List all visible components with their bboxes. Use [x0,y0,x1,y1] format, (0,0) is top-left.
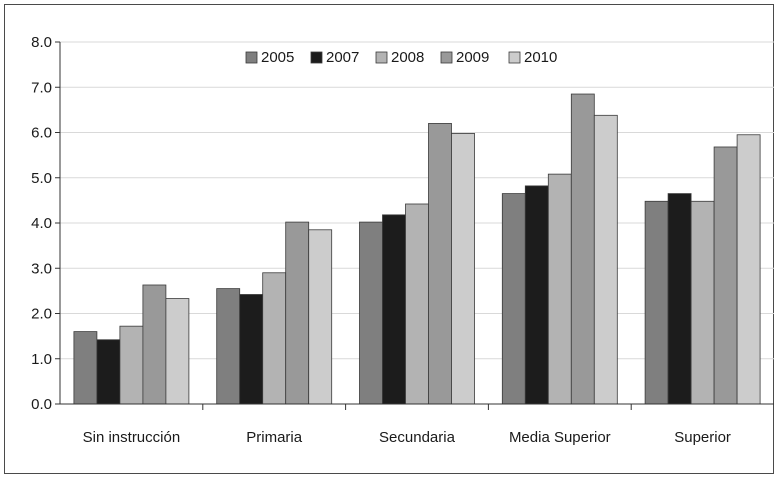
bar-2005-0 [73,331,98,405]
bar-2007-1 [239,294,264,405]
bar-2010-3 [593,114,618,405]
bar-2009-1 [285,221,310,405]
bar-2007-3 [524,185,549,405]
x-tick-label: Sin instrucción [83,429,181,446]
bar-2005-4 [644,200,669,405]
bar-2008-4 [690,200,715,405]
bars [73,93,761,405]
legend-swatch-2009 [440,51,453,64]
y-tick-label: 8.0 [31,34,52,51]
bar-2005-1 [216,288,241,405]
bar-2007-0 [96,339,121,405]
bar-2010-2 [451,133,475,405]
bar-2008-2 [405,203,429,405]
bar-2005-3 [501,193,526,405]
bar-2009-3 [570,93,595,405]
bar-2010-0 [165,298,190,405]
bar-2008-1 [262,272,287,405]
bar-2010-4 [736,134,761,405]
y-tick-label: 6.0 [31,125,52,142]
legend-swatch-2007 [310,51,323,64]
y-tick-label: 3.0 [31,260,52,277]
legend-label-2005: 2005 [261,49,294,66]
legend-label-2009: 2009 [456,49,489,66]
bar-2007-2 [382,214,406,405]
bar-2009-2 [428,123,452,405]
x-tick-label: Secundaria [379,429,456,446]
legend-label-2010: 2010 [524,49,557,66]
bar-2009-4 [713,146,738,405]
y-tick-label: 2.0 [31,306,52,323]
y-tick-label: 4.0 [31,215,52,232]
legend-label-2007: 2007 [326,49,359,66]
bar-2010-1 [308,229,333,405]
x-tick-label: Primaria [246,429,302,446]
x-tick-label: Media Superior [509,429,611,446]
bar-2009-0 [142,284,167,405]
y-tick-label: 5.0 [31,170,52,187]
y-tick-label: 1.0 [31,351,52,368]
legend-swatch-2008 [375,51,388,64]
bar-2005-2 [359,221,383,405]
legend: 2005 2007 2008 2009 2010 [245,49,557,66]
x-tick-label: Superior [674,429,731,446]
bar-2007-4 [667,193,692,405]
y-tick-label: 0.0 [31,396,52,413]
bar-2008-3 [547,173,572,405]
axes: 0.0 1.0 2.0 3.0 4.0 5.0 6.0 7.0 8.0 Sin instrucci… [31,34,774,446]
legend-label-2008: 2008 [391,49,424,66]
bar-2008-0 [119,325,144,405]
y-tick-label: 7.0 [31,79,52,96]
legend-swatch-2005 [245,51,258,64]
legend-swatch-2010 [508,51,521,64]
